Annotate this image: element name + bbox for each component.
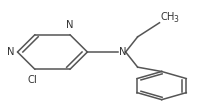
Text: CH: CH	[160, 12, 174, 22]
Text: Cl: Cl	[28, 75, 37, 85]
Text: N: N	[66, 20, 73, 30]
Text: 3: 3	[172, 15, 177, 24]
Text: N: N	[7, 47, 15, 57]
Text: N: N	[118, 47, 126, 57]
